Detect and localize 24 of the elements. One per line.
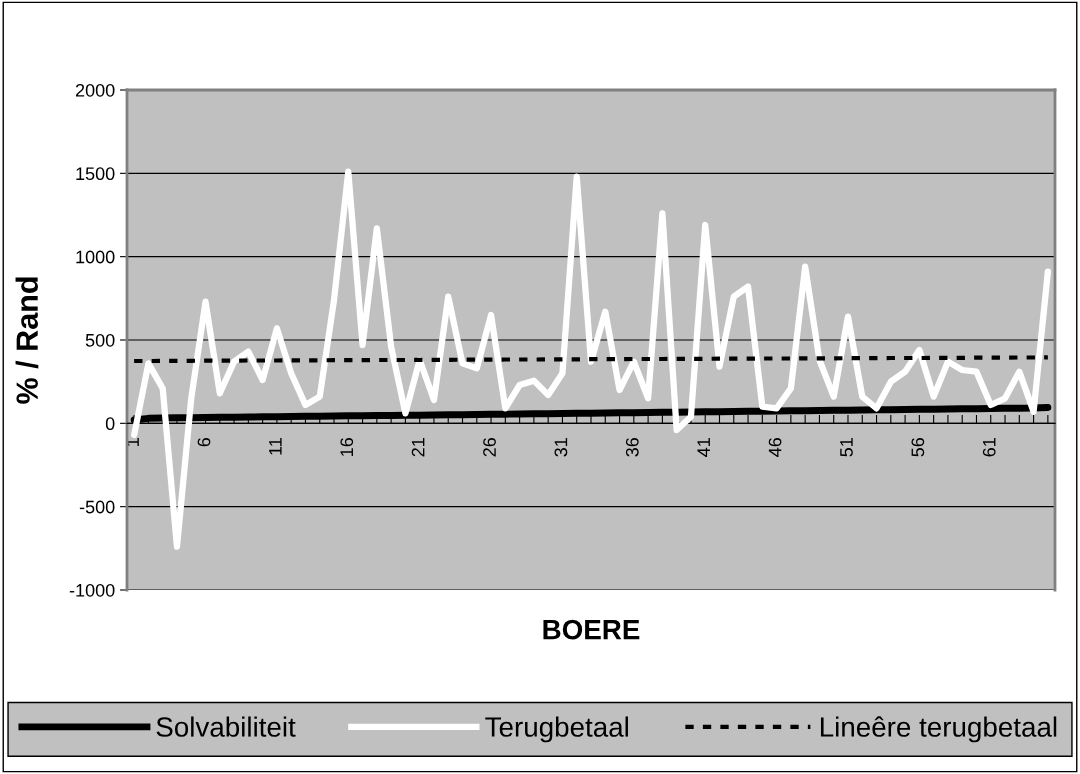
- y-tick-label: 0: [105, 417, 115, 431]
- legend-label: Solvabiliteit: [156, 716, 296, 737]
- x-tick-label: 56: [911, 438, 925, 457]
- y-tick-label: -500: [79, 500, 115, 514]
- x-tick-label: 26: [483, 438, 496, 457]
- x-axis-title: BOERE: [543, 619, 640, 640]
- y-tick-label: -1000: [69, 583, 115, 597]
- x-tick-label: 51: [840, 438, 853, 457]
- x-tick-label: 46: [768, 438, 782, 457]
- legend-label: Lineêre terugbetaal: [820, 716, 1057, 743]
- x-tick-label: 11: [269, 438, 282, 455]
- x-tick-label: 16: [340, 438, 354, 456]
- y-tick-label: 1000: [76, 250, 115, 264]
- x-tick-label: 31: [554, 438, 568, 457]
- y-tick-label: 2000: [75, 83, 115, 97]
- legend-label: Terugbetaal: [485, 716, 628, 743]
- x-tick-label: 36: [625, 438, 639, 457]
- y-tick-label: 500: [85, 333, 115, 347]
- x-tick-label: 21: [411, 438, 425, 457]
- x-tick-label: 61: [982, 438, 996, 457]
- x-tick-label: 6: [197, 438, 211, 447]
- y-axis-title: % / Rand: [15, 277, 39, 404]
- y-tick-label: 1500: [76, 167, 115, 181]
- x-tick-label: 41: [697, 438, 710, 457]
